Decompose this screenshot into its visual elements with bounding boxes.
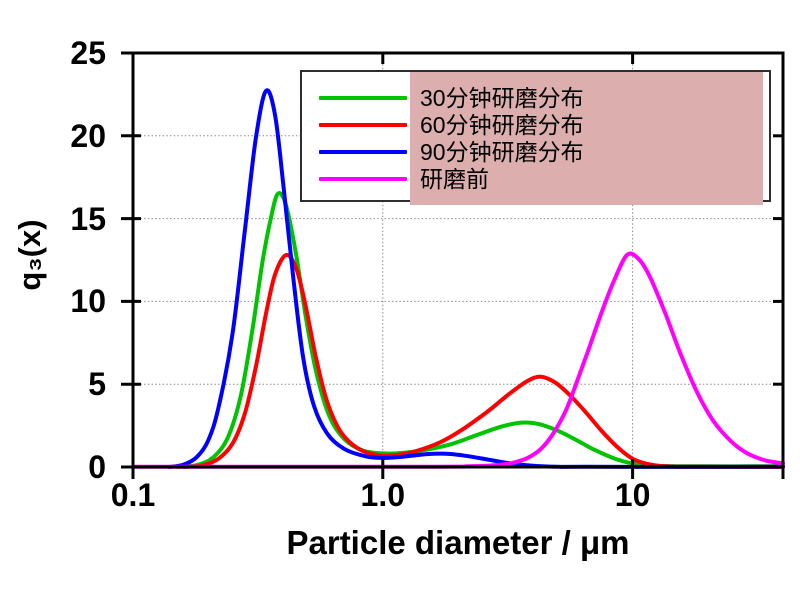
y-tick-label-10: 10 xyxy=(70,283,106,320)
legend-item: 60分钟研磨分布 xyxy=(302,112,769,138)
legend-line-swatch xyxy=(319,177,407,181)
curve-研磨前 xyxy=(131,251,785,469)
plot-frame xyxy=(131,51,785,469)
legend-highlight-rect xyxy=(410,72,763,205)
legend-line-swatch xyxy=(319,123,407,127)
y-tick-label-15: 15 xyxy=(70,200,106,237)
legend-line-swatch xyxy=(319,150,407,154)
curve-30分钟研磨分布 xyxy=(175,191,785,469)
legend-item-label: 90分钟研磨分布 xyxy=(420,139,584,165)
curve-60分钟研磨分布 xyxy=(182,252,785,469)
legend-item-label: 30分钟研磨分布 xyxy=(420,85,584,111)
y-tick-label-20: 20 xyxy=(70,117,106,154)
x-axis-title: Particle diameter / μm xyxy=(286,524,630,561)
legend-item: 90分钟研磨分布 xyxy=(302,139,769,165)
x-tick-label-1.0: 1.0 xyxy=(360,477,406,513)
legend-item-label: 60分钟研磨分布 xyxy=(420,112,584,138)
legend-item: 研磨前 xyxy=(302,166,769,192)
legend-item-label: 研磨前 xyxy=(420,166,489,192)
legend-line-swatch xyxy=(319,96,407,100)
x-tick-label-10: 10 xyxy=(614,477,651,513)
y-tick-label-5: 5 xyxy=(88,366,106,403)
y-axis-title: q₃(x) xyxy=(12,219,47,291)
y-tick-label-25: 25 xyxy=(70,35,106,71)
x-tick-label-0.1: 0.1 xyxy=(110,477,156,513)
legend-item: 30分钟研磨分布 xyxy=(302,85,769,111)
legend: 30分钟研磨分布 60分钟研磨分布 90分钟研磨分布 研磨前 xyxy=(300,70,771,205)
y-tick-label-0: 0 xyxy=(88,449,106,485)
